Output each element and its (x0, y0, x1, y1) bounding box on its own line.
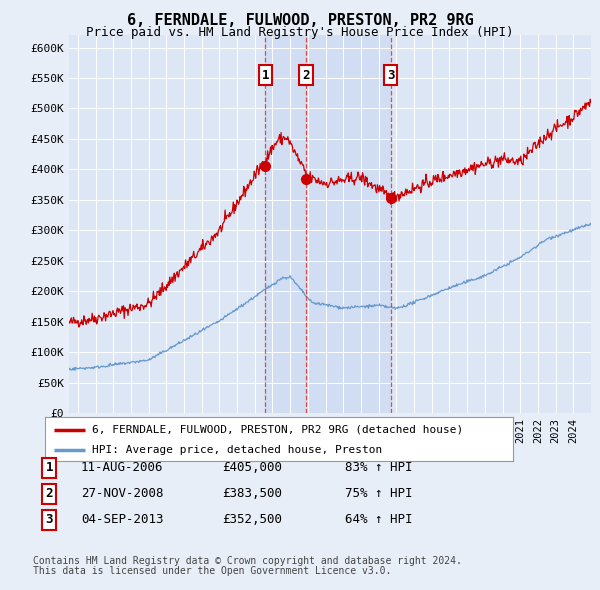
Text: £352,500: £352,500 (222, 513, 282, 526)
Text: 1: 1 (46, 461, 53, 474)
Text: 75% ↑ HPI: 75% ↑ HPI (345, 487, 413, 500)
Text: This data is licensed under the Open Government Licence v3.0.: This data is licensed under the Open Gov… (33, 566, 391, 576)
Text: Contains HM Land Registry data © Crown copyright and database right 2024.: Contains HM Land Registry data © Crown c… (33, 556, 462, 565)
Text: 3: 3 (46, 513, 53, 526)
Text: HPI: Average price, detached house, Preston: HPI: Average price, detached house, Pres… (92, 445, 382, 455)
Text: 11-AUG-2006: 11-AUG-2006 (81, 461, 163, 474)
Text: 83% ↑ HPI: 83% ↑ HPI (345, 461, 413, 474)
Text: 04-SEP-2013: 04-SEP-2013 (81, 513, 163, 526)
Text: 2: 2 (46, 487, 53, 500)
Text: £405,000: £405,000 (222, 461, 282, 474)
Text: 3: 3 (387, 68, 394, 81)
Text: 1: 1 (262, 68, 269, 81)
Text: Price paid vs. HM Land Registry's House Price Index (HPI): Price paid vs. HM Land Registry's House … (86, 26, 514, 39)
Text: £383,500: £383,500 (222, 487, 282, 500)
Text: 6, FERNDALE, FULWOOD, PRESTON, PR2 9RG (detached house): 6, FERNDALE, FULWOOD, PRESTON, PR2 9RG (… (92, 425, 463, 434)
Text: 6, FERNDALE, FULWOOD, PRESTON, PR2 9RG: 6, FERNDALE, FULWOOD, PRESTON, PR2 9RG (127, 13, 473, 28)
Text: 2: 2 (302, 68, 310, 81)
Bar (265, 35, 391, 413)
Text: 64% ↑ HPI: 64% ↑ HPI (345, 513, 413, 526)
Text: 27-NOV-2008: 27-NOV-2008 (81, 487, 163, 500)
